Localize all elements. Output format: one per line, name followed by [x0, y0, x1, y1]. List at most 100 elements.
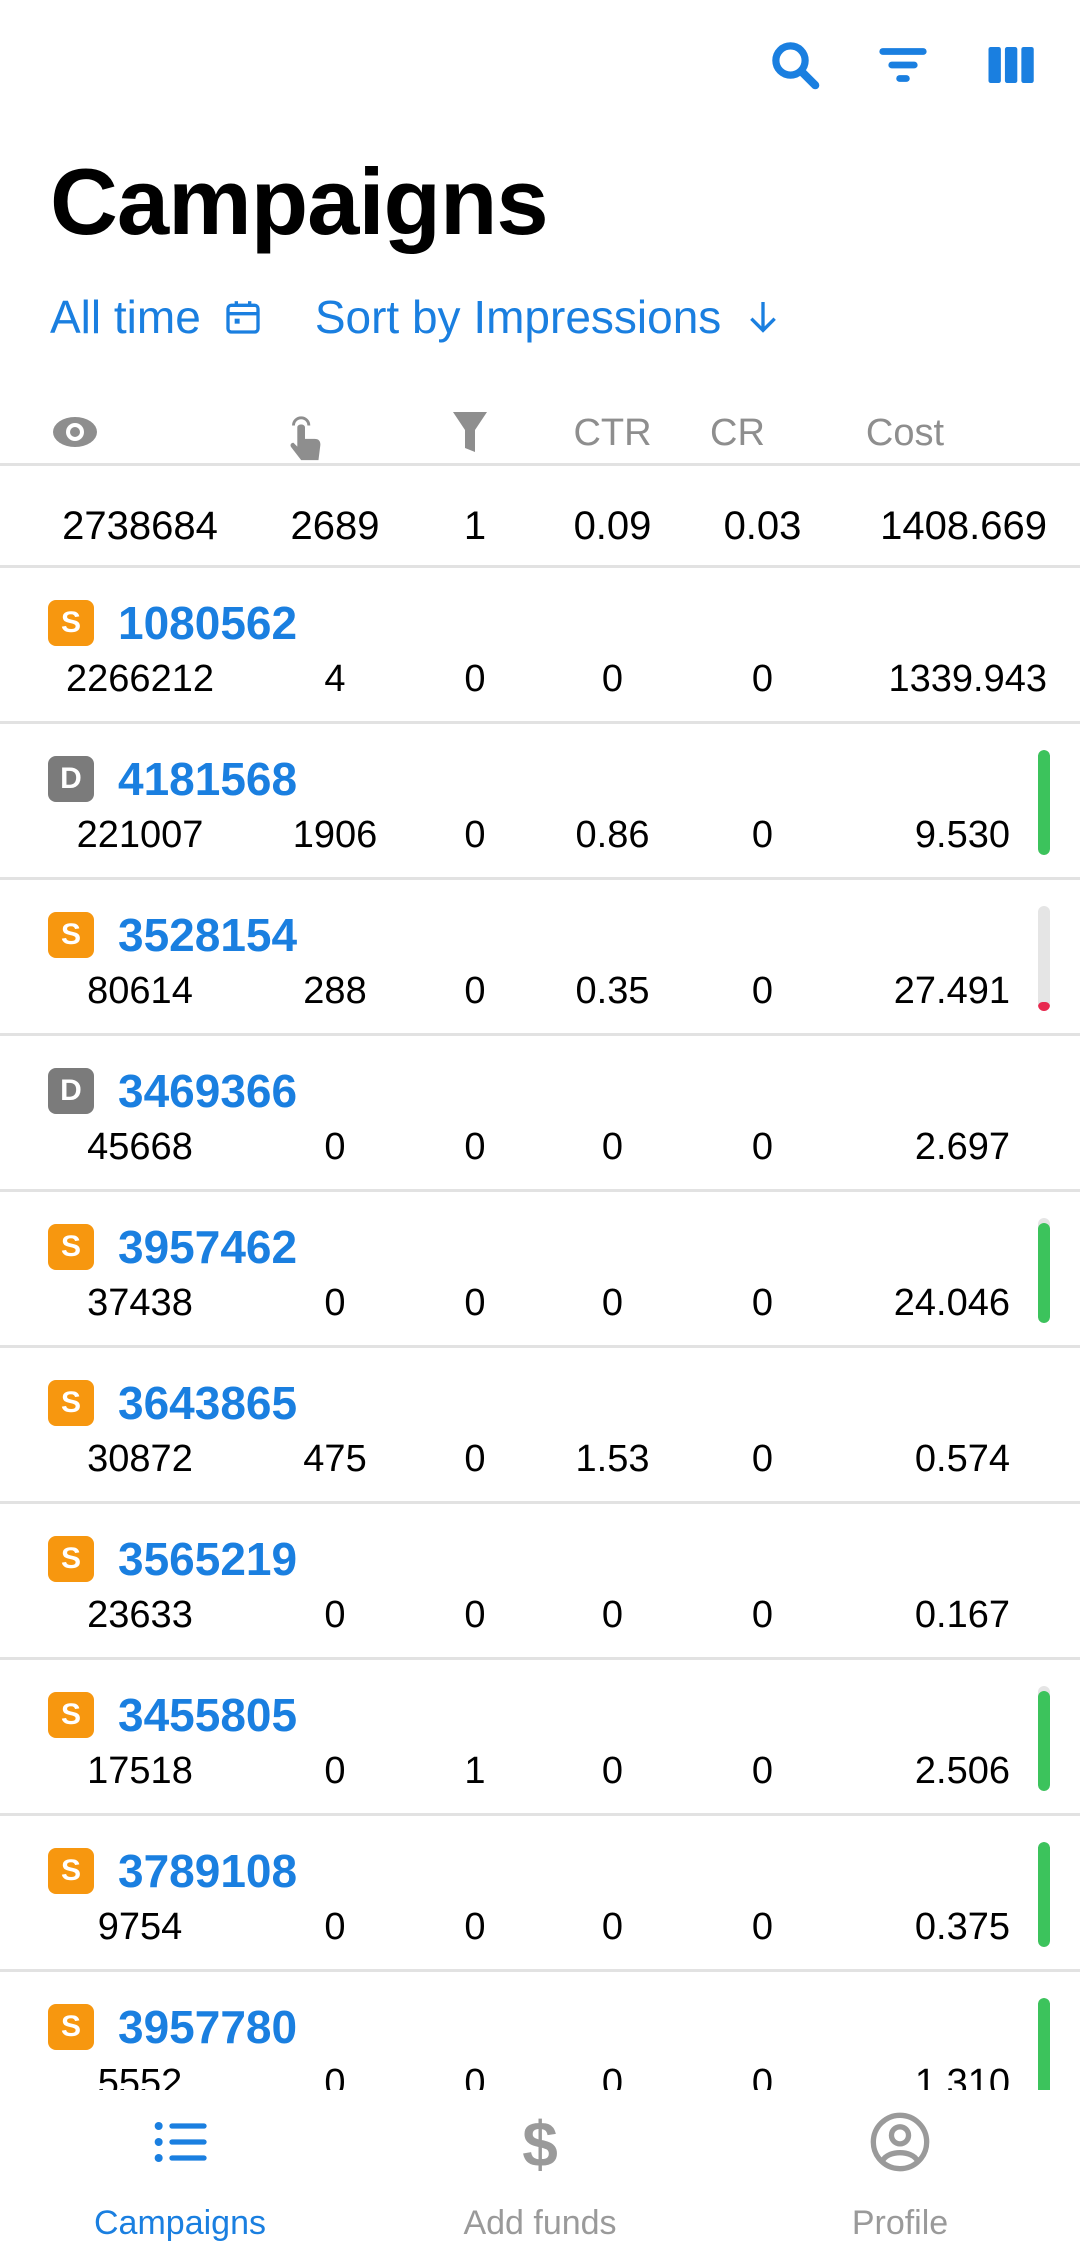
tab-campaigns[interactable]: Campaigns — [0, 2090, 360, 2254]
campaign-id-link[interactable]: 3565219 — [118, 1533, 298, 1585]
campaign-type-badge: S — [48, 1536, 94, 1582]
campaign-id-link[interactable]: 3643865 — [118, 1377, 298, 1429]
cost-value: 9.530 — [914, 814, 1010, 856]
cr-value: 0 — [751, 970, 774, 1012]
conversions-value: 0 — [464, 658, 486, 700]
ctr-value: 0.35 — [575, 970, 650, 1012]
campaign-type-badge: D — [48, 1068, 94, 1114]
ctr-value: 0 — [601, 1594, 624, 1636]
budget-progress-bar — [1038, 1686, 1050, 1791]
cost-column[interactable]: Cost — [865, 412, 945, 454]
campaign-id-link[interactable]: 3469366 — [118, 1065, 298, 1117]
clicks-value: 0 — [324, 2062, 346, 2090]
sort-selector[interactable]: Sort by Impressions — [315, 290, 783, 344]
campaign-type-badge: S — [48, 600, 94, 646]
clicks-value: 0 — [324, 1750, 346, 1792]
campaign-row[interactable]: S 3957780 5552 0 0 0 0 1.310 — [0, 1972, 1080, 2090]
budget-progress-bar — [1038, 1218, 1050, 1323]
period-selector[interactable]: All time — [50, 290, 263, 344]
campaign-row[interactable]: S 1080562 2266212 4 0 0 0 1339.943 — [0, 568, 1080, 724]
campaign-id-link[interactable]: 3455805 — [118, 1689, 298, 1741]
campaign-row[interactable]: D 4181568 221007 1906 0 0.86 0 9.530 — [0, 724, 1080, 880]
campaign-id-link[interactable]: 1080562 — [118, 597, 298, 649]
campaign-id-link[interactable]: 3957780 — [118, 2001, 298, 2053]
progress-fill — [1038, 1842, 1050, 1947]
campaign-id-link[interactable]: 3957462 — [118, 1221, 298, 1273]
summary-row: 2738684 2689 1 0.09 0.03 1408.669 — [0, 466, 1080, 568]
conversions-column[interactable] — [405, 412, 545, 462]
dollar-icon: $ — [522, 2110, 558, 2174]
total-conversions: 1 — [463, 504, 487, 548]
impressions-value: 2266212 — [66, 658, 214, 700]
toolbar — [766, 38, 1040, 92]
ctr-value: 0 — [601, 658, 624, 700]
tab-add-funds[interactable]: $ Add funds — [360, 2090, 720, 2254]
campaign-name[interactable]: S 3789108 — [48, 1844, 297, 1898]
cr-value: 0 — [751, 1594, 774, 1636]
cost-value: 1.310 — [914, 2062, 1010, 2090]
profile-icon — [870, 2112, 930, 2172]
campaign-type-badge: S — [48, 1848, 94, 1894]
cost-value: 0.375 — [914, 1906, 1010, 1948]
conversions-value: 0 — [464, 1438, 486, 1480]
conversions-value: 0 — [464, 970, 486, 1012]
campaign-row[interactable]: S 3455805 17518 0 1 0 0 2.506 — [0, 1660, 1080, 1816]
campaign-type-badge: S — [48, 1224, 94, 1270]
campaign-name[interactable]: S 3957780 — [48, 2000, 297, 2054]
impressions-column[interactable] — [40, 412, 240, 462]
ctr-value: 0 — [601, 2062, 624, 2090]
clicks-value: 0 — [324, 1594, 346, 1636]
campaign-name[interactable]: S 3528154 — [48, 908, 297, 962]
total-impressions: 2738684 — [62, 504, 218, 548]
campaign-list[interactable]: S 1080562 2266212 4 0 0 0 1339.943 D 4181568 … — [0, 568, 1080, 2090]
campaign-row[interactable]: S 3528154 80614 288 0 0.35 0 27.491 — [0, 880, 1080, 1036]
campaign-name[interactable]: S 3643865 — [48, 1376, 297, 1430]
cr-value: 0 — [751, 658, 774, 700]
impressions-value: 23633 — [87, 1594, 193, 1636]
campaign-row[interactable]: S 3957462 37438 0 0 0 0 24.046 — [0, 1192, 1080, 1348]
conversions-value: 0 — [464, 814, 486, 856]
campaign-id-link[interactable]: 3528154 — [118, 909, 298, 961]
conversions-value: 1 — [464, 1750, 486, 1792]
conversions-value: 0 — [464, 1906, 486, 1948]
svg-text:$: $ — [522, 2110, 558, 2174]
clicks-value: 0 — [324, 1126, 346, 1168]
arrow-down-icon — [750, 302, 777, 333]
campaign-name[interactable]: D 4181568 — [48, 752, 297, 806]
campaign-name[interactable]: S 3455805 — [48, 1688, 297, 1742]
progress-fill — [1038, 750, 1050, 855]
campaign-id-link[interactable]: 3789108 — [118, 1845, 298, 1897]
progress-fill — [1038, 1001, 1050, 1011]
campaign-row[interactable]: S 3789108 9754 0 0 0 0 0.375 — [0, 1816, 1080, 1972]
cost-value: 1339.943 — [888, 658, 1048, 700]
ctr-value: 0 — [601, 1906, 624, 1948]
ctr-value: 0 — [601, 1282, 624, 1324]
campaign-name[interactable]: D 3469366 — [48, 1064, 297, 1118]
filter-icon[interactable] — [874, 38, 932, 92]
campaign-id-link[interactable]: 4181568 — [118, 753, 298, 805]
progress-fill — [1038, 1691, 1050, 1791]
clicks-value: 288 — [303, 970, 367, 1012]
campaign-type-badge: S — [48, 912, 94, 958]
total-cr: 0.03 — [723, 504, 802, 548]
campaign-name[interactable]: S 3565219 — [48, 1532, 297, 1586]
funnel-icon — [453, 412, 487, 452]
calendar-icon — [226, 301, 260, 334]
campaign-row[interactable]: D 3469366 45668 0 0 0 0 2.697 — [0, 1036, 1080, 1192]
search-icon[interactable] — [766, 38, 824, 92]
cr-column[interactable]: CR — [710, 412, 765, 454]
clicks-value: 4 — [324, 658, 346, 700]
campaign-row[interactable]: S 3565219 23633 0 0 0 0 0.167 — [0, 1504, 1080, 1660]
cost-value: 2.697 — [914, 1126, 1010, 1168]
tab-profile[interactable]: Profile — [720, 2090, 1080, 2254]
cost-value: 27.491 — [893, 970, 1010, 1012]
campaign-name[interactable]: S 1080562 — [48, 596, 297, 650]
clicks-column[interactable] — [255, 412, 415, 472]
campaign-row[interactable]: S 3643865 30872 475 0 1.53 0 0.574 — [0, 1348, 1080, 1504]
campaign-name[interactable]: S 3957462 — [48, 1220, 297, 1274]
columns-icon[interactable] — [982, 38, 1040, 92]
conversions-value: 0 — [464, 2062, 486, 2090]
cr-value: 0 — [751, 2062, 774, 2090]
impressions-value: 17518 — [87, 1750, 193, 1792]
ctr-column[interactable]: CTR — [573, 412, 652, 454]
